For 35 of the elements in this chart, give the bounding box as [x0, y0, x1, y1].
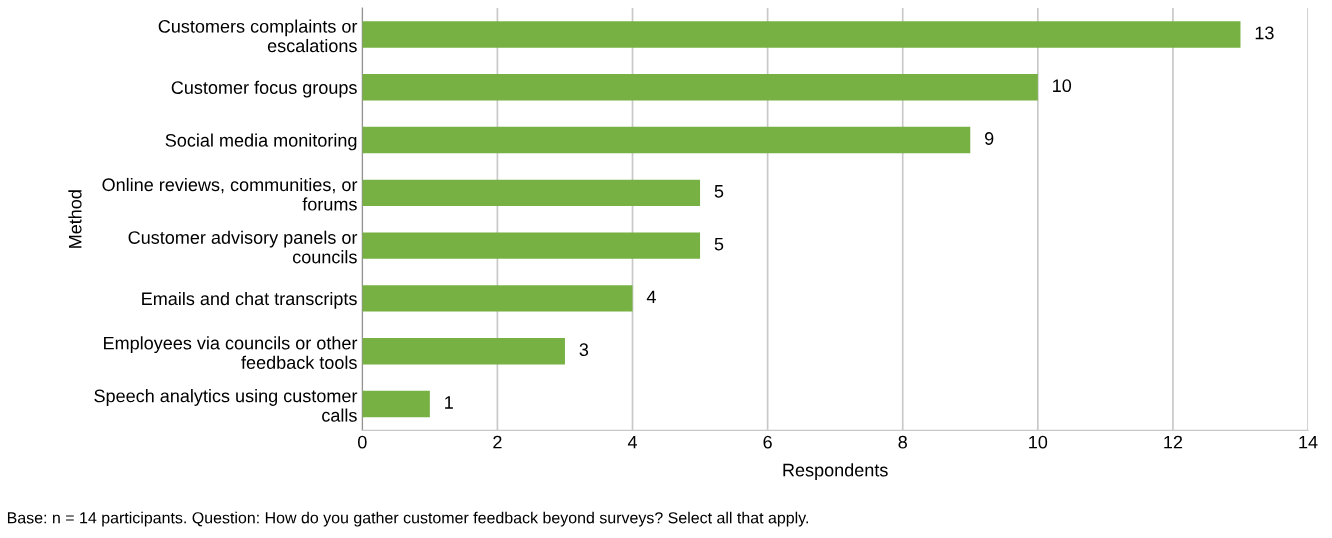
- text: Base: n = 14 participants. Question: How do you gather customer feedback beyond surveys? Select all that apply.: [7, 511, 808, 527]
- bar: [362, 390, 430, 418]
- y-tick-label: Emails and chat transcripts: [142, 291, 357, 309]
- data-label: 5: [714, 185, 724, 198]
- bar: [362, 338, 565, 365]
- bar: [362, 285, 633, 312]
- data-label: 3: [579, 343, 589, 357]
- data-label: 10: [1053, 79, 1072, 93]
- x-tick-label: 0: [357, 435, 367, 449]
- x-axis-title: Respondents: [783, 463, 888, 481]
- y-tick-label: Customers complaints or escalations: [158, 19, 358, 53]
- bar: [362, 232, 701, 259]
- data-label: 9: [985, 132, 994, 145]
- data-label: 5: [714, 237, 724, 251]
- x-tick-label: 10: [1029, 435, 1048, 449]
- x-tick-label: 4: [627, 435, 637, 449]
- bar: [362, 21, 1241, 48]
- x-tick-label: 12: [1164, 435, 1183, 449]
- y-axis-title: Method: [68, 190, 82, 248]
- x-tick-label: 14: [1299, 435, 1318, 449]
- y-tick-label: Customer focus groups: [171, 80, 357, 98]
- x-tick-label: 2: [493, 435, 502, 449]
- data-label: 1: [445, 396, 453, 409]
- data-label: 4: [646, 290, 656, 304]
- y-tick-label: Social media monitoring: [165, 133, 357, 151]
- y-tick-label: Speech analytics using customer calls: [94, 389, 358, 422]
- x-tick-label: 6: [763, 435, 772, 449]
- bar: [362, 126, 971, 154]
- y-tick-label: Online reviews, communities, or forums: [102, 177, 358, 211]
- bar: [362, 74, 1038, 101]
- y-tick-label: Customer advisory panels or councils: [128, 230, 358, 264]
- y-tick-label: Employees via councils or other feedback tools: [104, 336, 358, 369]
- bar: [362, 179, 701, 207]
- data-label: 13: [1255, 26, 1274, 40]
- x-tick-label: 8: [898, 435, 907, 449]
